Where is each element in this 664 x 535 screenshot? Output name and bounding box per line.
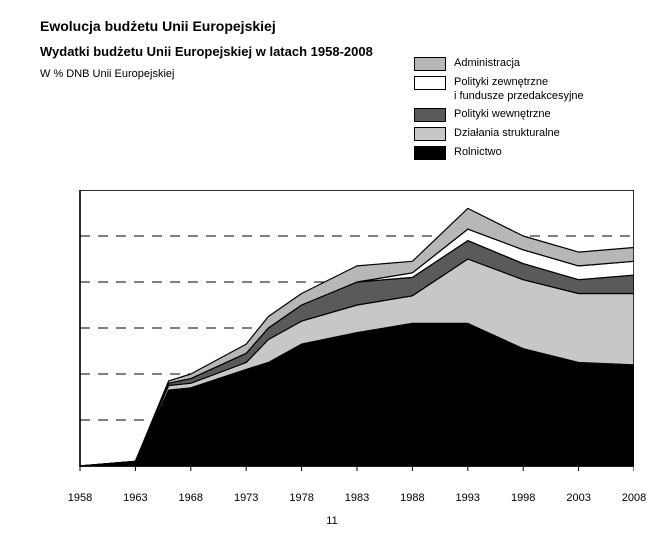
legend-swatch-polityki_wewnetrzne <box>414 108 446 122</box>
x-tick-label: 1958 <box>68 492 92 504</box>
legend-item-administracja: Administracja <box>414 56 646 71</box>
chart-svg <box>34 190 634 490</box>
x-tick-label: 1988 <box>400 492 424 504</box>
legend-swatch-administracja <box>414 57 446 71</box>
legend-item-rolnictwo: Rolnictwo <box>414 145 646 160</box>
x-tick-label: 2008 <box>622 492 646 504</box>
legend-item-polityki_zewnetrzne: Polityki zewnętrzne i fundusze przedakce… <box>414 75 646 103</box>
x-tick-label: 1973 <box>234 492 258 504</box>
y-tick-labels: 0,0%0,2%0,4%0,6%0,8%1,0%1,2% <box>34 190 74 490</box>
legend-item-polityki_wewnetrzne: Polityki wewnętrzne <box>414 107 646 122</box>
page-number: 11 <box>0 515 664 527</box>
legend-item-dzialania_strukturalne: Działania strukturalne <box>414 126 646 141</box>
page: Ewolucja budżetu Unii Europejskiej Wydat… <box>0 0 664 535</box>
y-axis-label: W % DNB Unii Europejskiej <box>40 68 174 80</box>
legend-label-polityki_wewnetrzne: Polityki wewnętrzne <box>454 107 551 121</box>
legend-swatch-dzialania_strukturalne <box>414 127 446 141</box>
x-tick-label: 1998 <box>511 492 535 504</box>
x-tick-label: 1993 <box>456 492 480 504</box>
legend-label-polityki_zewnetrzne: Polityki zewnętrzne i fundusze przedakce… <box>454 75 584 103</box>
x-tick-label: 1968 <box>179 492 203 504</box>
chart-subtitle: Wydatki budżetu Unii Europejskiej w lata… <box>40 44 373 59</box>
legend-label-dzialania_strukturalne: Działania strukturalne <box>454 126 560 140</box>
x-tick-label: 1978 <box>289 492 313 504</box>
page-title: Ewolucja budżetu Unii Europejskiej <box>40 18 276 34</box>
legend-swatch-rolnictwo <box>414 146 446 160</box>
legend: Administracja Polityki zewnętrzne i fundu… <box>414 56 646 164</box>
legend-swatch-polityki_zewnetrzne <box>414 76 446 90</box>
legend-label-rolnictwo: Rolnictwo <box>454 145 502 159</box>
x-tick-label: 2003 <box>566 492 590 504</box>
x-tick-labels: 1958 1963 1968 1973 1978 1983 1988 1993 1998 2003… <box>34 492 634 508</box>
chart-area: 0,0%0,2%0,4%0,6%0,8%1,0%1,2% 19581963196… <box>34 190 634 490</box>
legend-label-administracja: Administracja <box>454 56 520 70</box>
x-tick-label: 1963 <box>123 492 147 504</box>
x-tick-label: 1983 <box>345 492 369 504</box>
